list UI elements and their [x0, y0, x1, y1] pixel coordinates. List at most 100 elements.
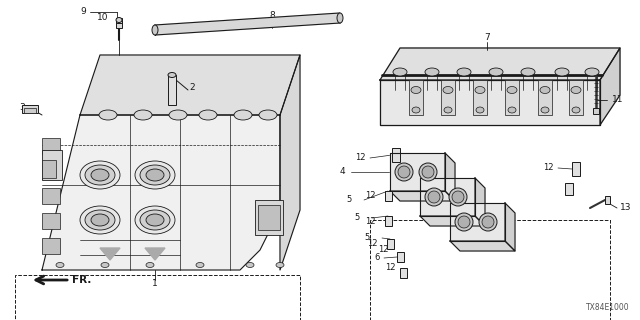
Bar — [538, 80, 552, 115]
Text: 5: 5 — [347, 196, 352, 204]
Ellipse shape — [444, 107, 452, 113]
Ellipse shape — [458, 216, 470, 228]
Ellipse shape — [85, 210, 115, 230]
Ellipse shape — [135, 206, 175, 234]
Ellipse shape — [476, 107, 484, 113]
Bar — [42, 138, 60, 154]
Text: 5: 5 — [355, 213, 360, 222]
Bar — [15, 275, 300, 320]
Ellipse shape — [80, 206, 120, 234]
Bar — [400, 268, 407, 278]
Bar — [505, 80, 519, 115]
Bar — [565, 183, 573, 195]
Bar — [42, 160, 56, 178]
Text: TX84E1000: TX84E1000 — [586, 303, 630, 312]
Ellipse shape — [140, 165, 170, 185]
Bar — [569, 80, 583, 115]
Bar — [397, 252, 404, 262]
Ellipse shape — [276, 262, 284, 268]
Text: 1: 1 — [152, 279, 158, 289]
Ellipse shape — [419, 163, 437, 181]
Polygon shape — [475, 178, 485, 226]
Bar — [605, 196, 610, 204]
Polygon shape — [145, 248, 165, 260]
Ellipse shape — [585, 68, 599, 76]
Ellipse shape — [152, 25, 158, 35]
Ellipse shape — [443, 86, 453, 93]
Ellipse shape — [571, 86, 581, 93]
Text: 12: 12 — [378, 245, 389, 254]
Ellipse shape — [425, 68, 439, 76]
Ellipse shape — [457, 68, 471, 76]
Ellipse shape — [80, 161, 120, 189]
Bar — [42, 163, 60, 179]
Bar — [385, 216, 392, 226]
Ellipse shape — [99, 110, 117, 120]
Polygon shape — [390, 153, 445, 191]
Ellipse shape — [412, 107, 420, 113]
Text: 12: 12 — [355, 154, 366, 163]
Ellipse shape — [234, 110, 252, 120]
Ellipse shape — [398, 166, 410, 178]
Text: 10: 10 — [97, 13, 108, 22]
Text: 4: 4 — [339, 167, 345, 177]
Bar — [24, 108, 36, 113]
Text: 9: 9 — [80, 6, 86, 15]
Bar — [255, 200, 283, 235]
Ellipse shape — [135, 161, 175, 189]
Bar — [42, 238, 60, 254]
Ellipse shape — [428, 191, 440, 203]
Ellipse shape — [507, 86, 517, 93]
Polygon shape — [445, 153, 455, 201]
Polygon shape — [420, 216, 485, 226]
Ellipse shape — [508, 107, 516, 113]
Bar — [572, 162, 580, 176]
Bar — [42, 213, 60, 229]
Bar — [42, 150, 62, 180]
Ellipse shape — [449, 188, 467, 206]
Ellipse shape — [541, 107, 549, 113]
Ellipse shape — [475, 86, 485, 93]
Text: 6: 6 — [374, 253, 380, 262]
Ellipse shape — [91, 214, 109, 226]
Bar — [387, 239, 394, 249]
Bar — [258, 205, 280, 230]
Text: 7: 7 — [484, 34, 490, 43]
Ellipse shape — [540, 86, 550, 93]
Polygon shape — [390, 191, 455, 201]
Bar — [168, 75, 176, 105]
Bar — [42, 188, 60, 204]
Ellipse shape — [337, 13, 343, 23]
Polygon shape — [420, 178, 475, 216]
Ellipse shape — [246, 262, 254, 268]
Ellipse shape — [146, 214, 164, 226]
Text: FR.: FR. — [72, 275, 92, 285]
Text: 12: 12 — [385, 263, 396, 273]
Ellipse shape — [140, 210, 170, 230]
Ellipse shape — [91, 169, 109, 181]
Text: 5: 5 — [365, 234, 370, 243]
Bar — [593, 108, 599, 114]
Ellipse shape — [455, 213, 473, 231]
Ellipse shape — [395, 163, 413, 181]
Ellipse shape — [168, 73, 176, 77]
Polygon shape — [505, 203, 515, 251]
Ellipse shape — [555, 68, 569, 76]
Ellipse shape — [411, 86, 421, 93]
Bar — [116, 22, 122, 28]
Polygon shape — [80, 55, 300, 115]
Polygon shape — [380, 80, 600, 125]
Polygon shape — [380, 48, 620, 80]
Ellipse shape — [422, 166, 434, 178]
Bar — [116, 18, 122, 23]
Ellipse shape — [169, 110, 187, 120]
Ellipse shape — [56, 262, 64, 268]
Ellipse shape — [452, 191, 464, 203]
Bar — [370, 220, 610, 320]
Text: 12: 12 — [367, 239, 378, 249]
Polygon shape — [100, 248, 120, 260]
Ellipse shape — [479, 213, 497, 231]
Ellipse shape — [85, 165, 115, 185]
Polygon shape — [280, 55, 300, 270]
Ellipse shape — [393, 68, 407, 76]
